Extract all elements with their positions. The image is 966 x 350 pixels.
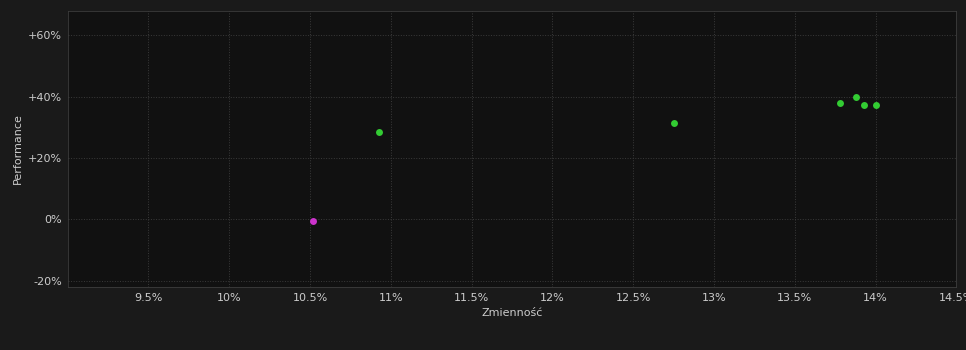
Point <box>857 102 872 107</box>
Point <box>666 120 681 125</box>
Point <box>372 129 387 135</box>
Point <box>867 103 883 108</box>
Point <box>833 100 848 106</box>
Point <box>848 94 864 100</box>
Point <box>305 218 321 224</box>
Y-axis label: Performance: Performance <box>13 113 22 184</box>
X-axis label: Zmienność: Zmienność <box>481 308 543 318</box>
